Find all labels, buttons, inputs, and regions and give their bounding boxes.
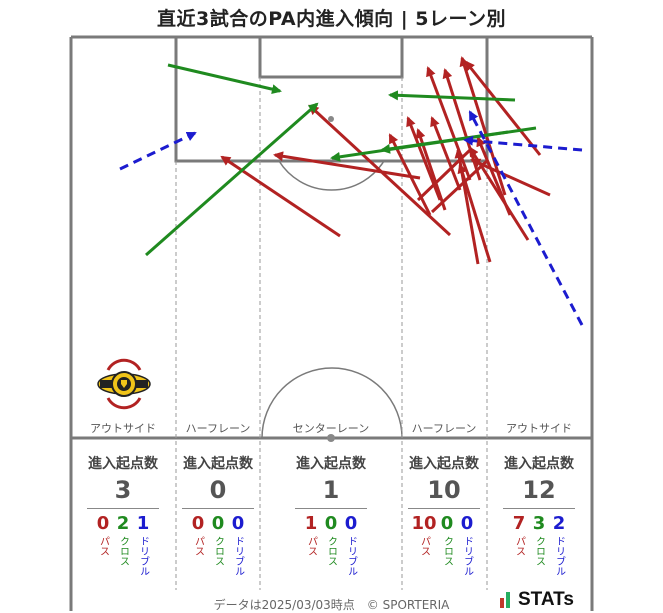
- dribble-label: ドリブル: [345, 536, 357, 576]
- stat-total: 12: [522, 476, 556, 504]
- pass-arrow: [416, 148, 472, 202]
- kashiwa-reysol-crest-icon: [97, 358, 151, 410]
- cross-label: クロス: [117, 536, 129, 566]
- stat-divider: [295, 508, 367, 509]
- lane-label-halfspace-left: ハーフレーン: [185, 422, 251, 435]
- page-title: 直近3試合のPA内進入傾向 | 5レーン別: [156, 8, 507, 30]
- stat-total: 10: [427, 476, 461, 504]
- pass-arrow: [430, 158, 490, 214]
- cross-label: クロス: [212, 536, 224, 566]
- pass-arrow: [426, 66, 472, 181]
- lane-label-center: センターレーン: [292, 422, 370, 435]
- stat-heading: 進入起点数: [504, 456, 574, 472]
- pass-arrow: [464, 60, 542, 156]
- dribble-count: 1: [136, 513, 150, 534]
- cross-count: 0: [211, 513, 225, 534]
- pass-label: パス: [192, 536, 204, 556]
- penalty-spot: [328, 116, 334, 122]
- pass-count: 1: [304, 513, 318, 534]
- stat-breakdown: 0 パス 2 クロス 1 ドリブル: [95, 513, 151, 577]
- cross-arrow: [388, 90, 516, 102]
- lane-label-outside-right: アウトサイド: [506, 422, 572, 435]
- cross-label: クロス: [325, 536, 337, 566]
- stat-heading: 進入起点数: [183, 456, 253, 472]
- cross-label: クロス: [533, 536, 545, 566]
- cross-arrow: [380, 130, 509, 154]
- stat-heading: 進入起点数: [296, 456, 366, 472]
- lane-dividers: [175, 77, 488, 590]
- footer-note: データは2025/03/03時点 © SPORTERIA: [213, 598, 450, 612]
- pass-arrow: [430, 116, 462, 191]
- pass-label: パス: [305, 536, 317, 556]
- pass-count: 10: [411, 513, 437, 534]
- cross-count: 0: [440, 513, 454, 534]
- stat-breakdown: 1 パス 0 クロス 0 ドリブル: [303, 513, 359, 577]
- cross-label: クロス: [441, 536, 453, 566]
- dribble-arrow: [119, 131, 197, 171]
- pass-arrow: [220, 155, 341, 238]
- pass-arrow: [273, 151, 421, 180]
- pass-arrow: [476, 136, 512, 216]
- stat-total: 1: [322, 476, 340, 504]
- stat-heading: 進入起点数: [409, 456, 479, 472]
- dribble-label: ドリブル: [461, 536, 473, 576]
- pass-label: パス: [97, 536, 109, 556]
- stat-breakdown: 0 パス 0 クロス 0 ドリブル: [190, 513, 246, 577]
- dribble-arrows: [119, 110, 584, 326]
- pass-arrow: [468, 146, 530, 241]
- stat-total: 0: [209, 476, 227, 504]
- center-spot: [327, 434, 335, 442]
- cross-arrow: [145, 102, 319, 257]
- stat-divider: [503, 508, 575, 509]
- pass-label: パス: [418, 536, 430, 556]
- dribble-arrow: [468, 110, 584, 326]
- dribble-count: 0: [344, 513, 358, 534]
- stat-breakdown: 10 パス 0 クロス 0 ドリブル: [411, 513, 475, 577]
- pass-count: 0: [191, 513, 205, 534]
- cross-count: 2: [116, 513, 130, 534]
- stat-breakdown: 7 パス 3 クロス 2 ドリブル: [511, 513, 567, 577]
- pass-label: パス: [513, 536, 525, 556]
- stat-divider: [182, 508, 254, 509]
- dribble-count: 0: [231, 513, 245, 534]
- stat-total: 3: [114, 476, 132, 504]
- dribble-label: ドリブル: [553, 536, 565, 576]
- pass-arrows: [220, 56, 551, 265]
- cross-arrows: [145, 63, 537, 257]
- brand-name: STATs: [518, 589, 574, 610]
- dribble-label: ドリブル: [232, 536, 244, 576]
- lane-label-halfspace-right: ハーフレーン: [411, 422, 477, 435]
- lane-label-outside-left: アウトサイド: [90, 422, 156, 435]
- dribble-arrow: [463, 135, 583, 152]
- stat-heading: 進入起点数: [88, 456, 158, 472]
- stat-divider: [87, 508, 159, 509]
- cross-count: 0: [324, 513, 338, 534]
- cross-arrow: [167, 63, 282, 95]
- dribble-count: 2: [552, 513, 566, 534]
- brand-logo: STATs: [500, 589, 574, 611]
- cross-count: 3: [532, 513, 546, 534]
- pass-arrow: [308, 104, 452, 237]
- stats-logo-icon: [500, 592, 514, 608]
- dribble-count: 0: [460, 513, 474, 534]
- dribble-label: ドリブル: [137, 536, 149, 576]
- pass-count: 0: [96, 513, 110, 534]
- pass-count: 7: [512, 513, 526, 534]
- pass-arrow: [406, 116, 442, 201]
- stat-divider: [408, 508, 480, 509]
- pass-arrow: [454, 148, 480, 265]
- pass-arrow: [470, 158, 551, 197]
